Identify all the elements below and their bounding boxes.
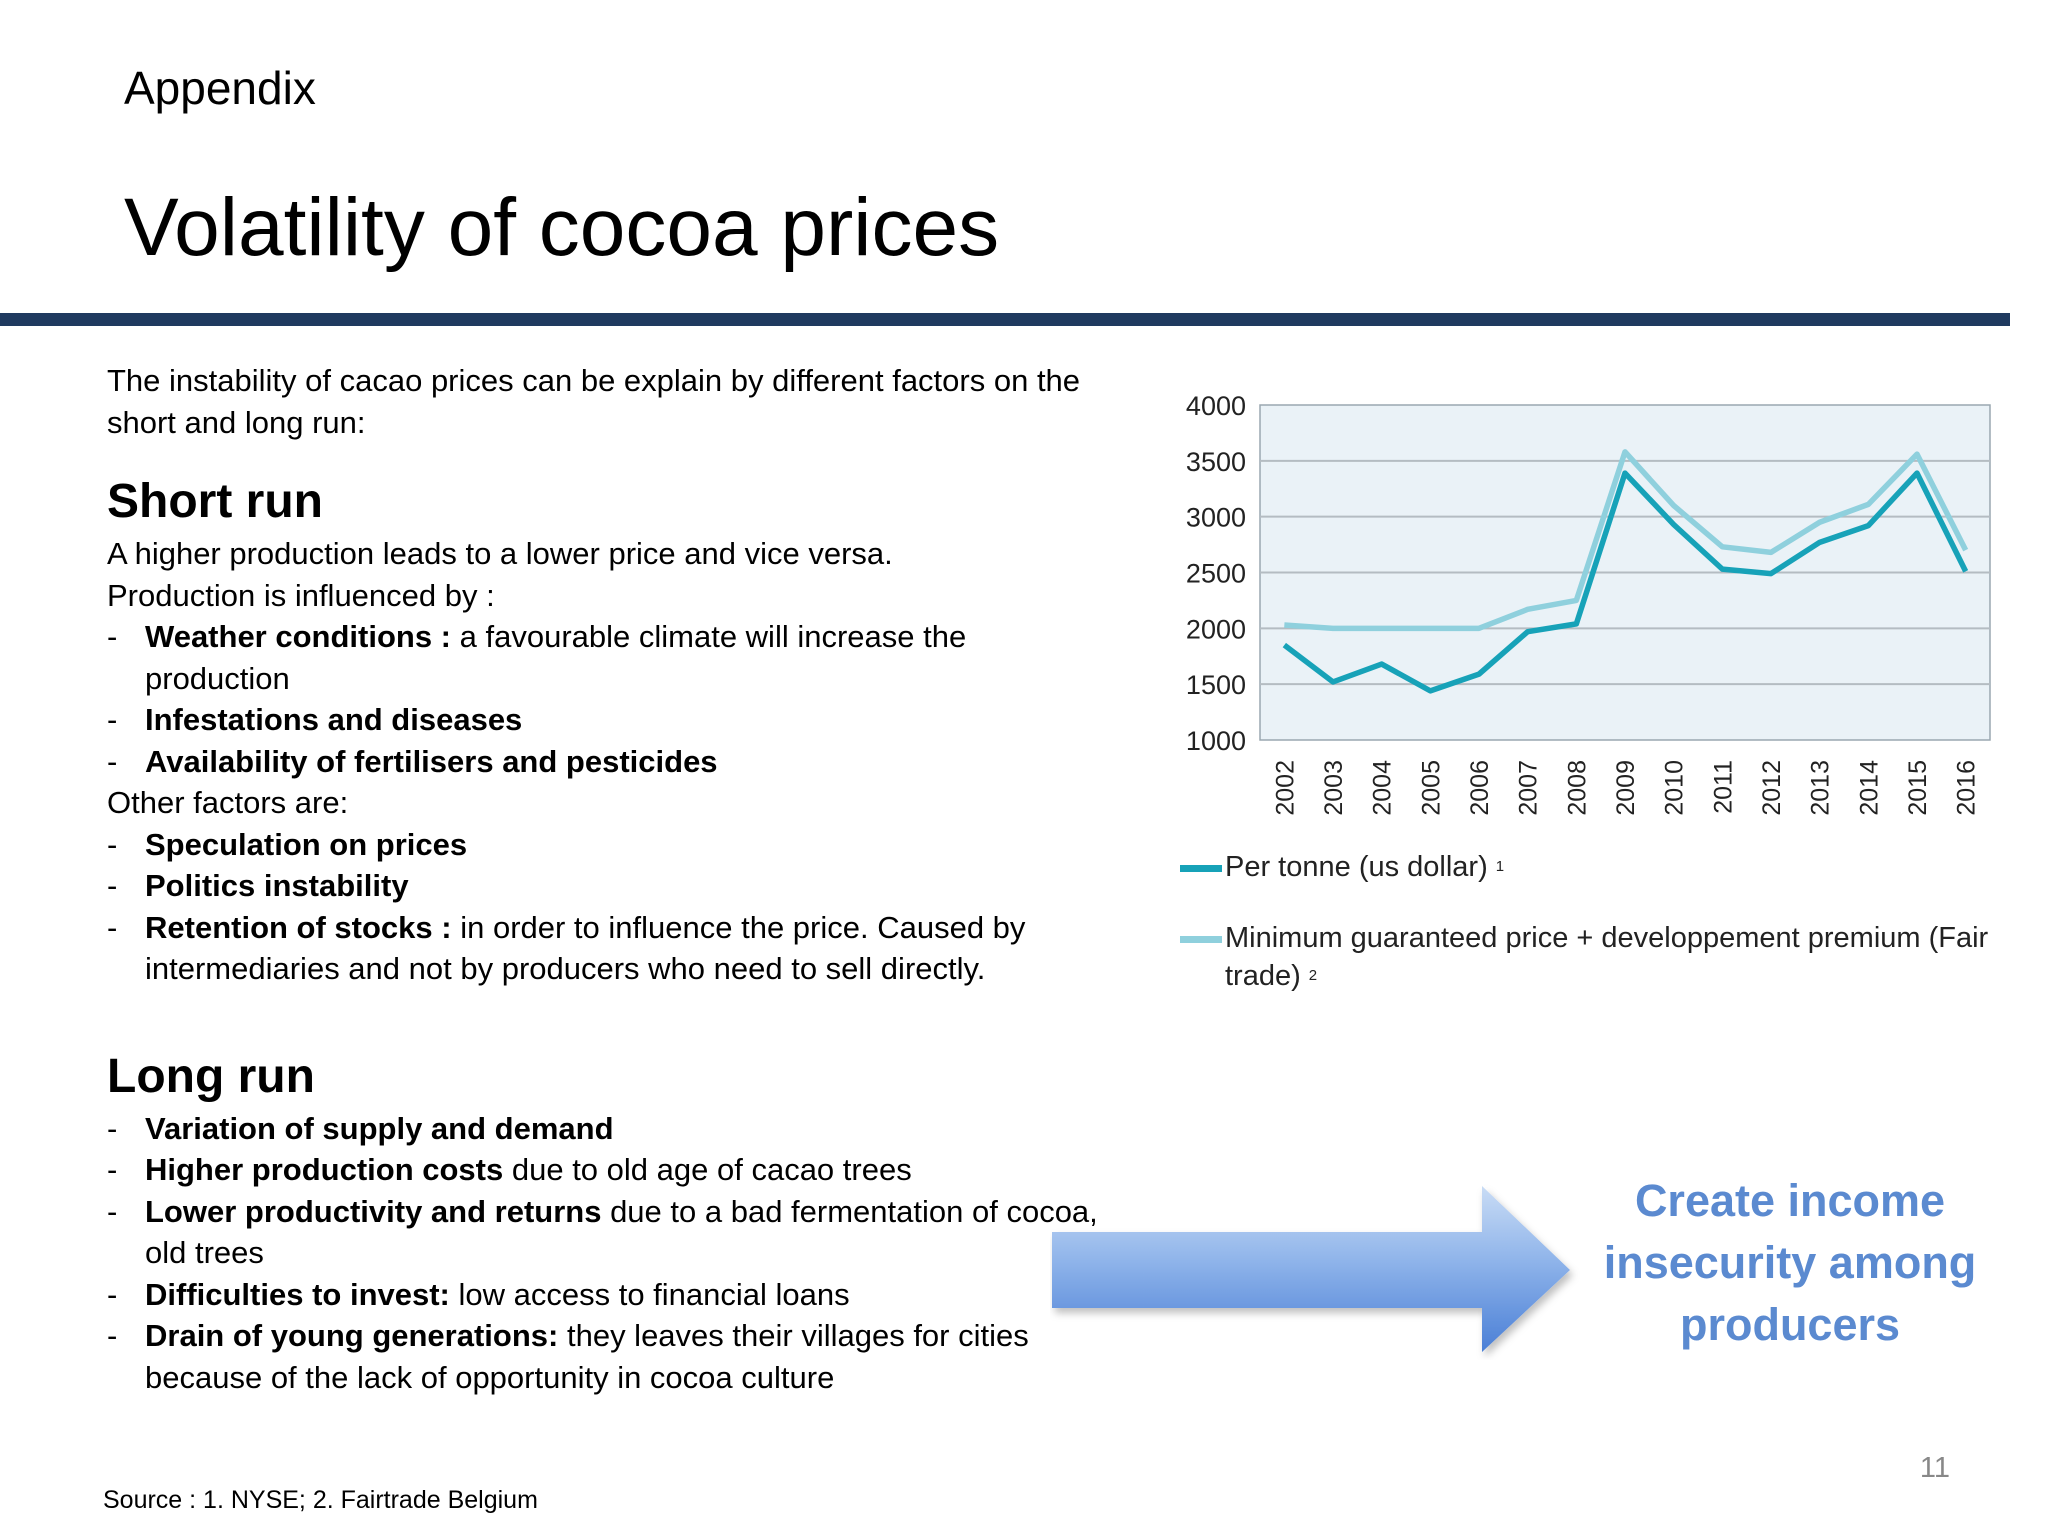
x-tick-label: 2010 (1661, 760, 1689, 816)
y-tick-label: 2000 (1186, 614, 1246, 644)
x-tick-label: 2009 (1612, 760, 1640, 816)
short-run-line: Production is influenced by : (107, 577, 495, 613)
list-item: Availability of fertilisers and pesticid… (107, 741, 1117, 783)
list-item: Higher production costs due to old age o… (107, 1149, 1117, 1191)
legend-label: Minimum guaranteed price + developpement… (1225, 922, 1989, 992)
item-bold: Variation of supply and demand (145, 1110, 614, 1146)
list-item: Infestations and diseases (107, 699, 1117, 741)
legend-footnote: 1 (1495, 858, 1505, 875)
short-run-list: Weather conditions : a favourable climat… (107, 616, 1117, 782)
page-number: 11 (1919, 1452, 1950, 1484)
x-tick-label: 2002 (1271, 760, 1299, 816)
item-bold: Weather conditions : (145, 619, 452, 654)
y-tick-label: 2500 (1186, 559, 1246, 589)
conclusion-callout: Create income insecurity among producers (1603, 1175, 1977, 1350)
y-tick-label: 4000 (1186, 391, 1246, 421)
list-item: Drain of young generations: they leaves … (107, 1315, 1117, 1398)
item-text: low access to financial loans (449, 1276, 850, 1312)
legend-footnote: 2 (1308, 967, 1318, 984)
other-factors-label: Other factors are: (107, 785, 349, 820)
list-item: Weather conditions : a favourable climat… (107, 616, 1117, 699)
y-tick-label: 1000 (1186, 726, 1246, 756)
item-bold: Lower productivity and returns (145, 1193, 602, 1229)
item-text: they leaves their villages for cities be… (145, 1318, 1029, 1395)
list-item: Speculation on prices (107, 824, 1117, 866)
slide-title: Volatility of cocoa prices (124, 182, 1000, 273)
section-label: Appendix (124, 62, 316, 114)
item-bold: Availability of fertilisers and pesticid… (145, 743, 718, 779)
item-text: a favourable climate will increase the p… (145, 619, 967, 696)
list-item: Retention of stocks : in order to influe… (107, 907, 1117, 990)
legend-item-per-tonne: Per tonne (us dollar) 1 (1180, 848, 2000, 886)
header-rule (0, 313, 2010, 326)
x-tick-label: 2007 (1515, 760, 1543, 816)
text-column: The instability of cacao prices can be e… (107, 360, 1117, 1398)
right-arrow-icon (1052, 1186, 1570, 1352)
x-tick-label: 2015 (1904, 760, 1932, 816)
item-bold: Speculation on prices (145, 826, 468, 862)
y-tick-label: 3500 (1186, 447, 1246, 477)
long-run-list: Variation of supply and demand Higher pr… (107, 1108, 1117, 1399)
x-tick-label: 2011 (1709, 760, 1737, 814)
spacer (107, 443, 1117, 471)
legend-swatch (1180, 936, 1222, 943)
short-run-heading: Short run (107, 475, 323, 528)
x-tick-label: 2005 (1417, 760, 1445, 816)
source-note: Source : 1. NYSE; 2. Fairtrade Belgium (103, 1486, 538, 1514)
x-tick-label: 2014 (1855, 760, 1883, 816)
legend-label: Per tonne (us dollar) (1225, 851, 1488, 883)
legend-swatch (1180, 865, 1222, 872)
x-tick-label: 2016 (1953, 760, 1981, 816)
x-tick-label: 2012 (1758, 760, 1786, 816)
list-item: Difficulties to invest: low access to fi… (107, 1274, 1117, 1316)
list-item: Politics instability (107, 865, 1117, 907)
chart-legend: Per tonne (us dollar) 1 Minimum guarantee… (1180, 848, 2000, 995)
y-tick-label: 1500 (1186, 670, 1246, 700)
x-tick-label: 2008 (1563, 760, 1591, 816)
item-bold: Infestations and diseases (145, 702, 523, 737)
item-text: due to a bad fermentation of cocoa, old … (145, 1193, 1098, 1271)
cocoa-price-chart: 4000 3500 3000 2500 2000 1500 1000 2002 2003 2004… (1186, 391, 1991, 816)
x-tick-label: 2004 (1369, 760, 1397, 816)
x-tick-label: 2013 (1807, 760, 1835, 816)
other-factors-list: Speculation on prices Politics instabili… (107, 824, 1117, 990)
x-tick-label: 2003 (1320, 760, 1348, 816)
item-bold: Difficulties to invest: (145, 1276, 450, 1312)
item-bold: Drain of young generations: (145, 1318, 559, 1353)
item-bold: Higher production costs (145, 1152, 504, 1187)
spacer (107, 990, 1117, 1046)
intro-text: The instability of cacao prices can be e… (107, 363, 1081, 440)
list-item: Lower productivity and returns due to a … (107, 1191, 1117, 1274)
item-text: in order to influence the price. Caused … (145, 909, 1026, 987)
short-run-line: A higher production leads to a lower pri… (107, 536, 893, 571)
item-text: due to old age of cacao trees (503, 1152, 912, 1187)
long-run-heading: Long run (107, 1049, 315, 1103)
series-line-per-tonne (1282, 470, 1969, 694)
x-tick-label: 2006 (1466, 760, 1494, 816)
y-tick-label: 3000 (1186, 503, 1246, 533)
item-bold: Politics instability (145, 868, 409, 903)
item-bold: Retention of stocks : (145, 909, 452, 945)
list-item: Variation of supply and demand (107, 1108, 1117, 1150)
series-line-fair-trade (1284, 449, 1969, 632)
legend-item-fair-trade: Minimum guaranteed price + developpement… (1180, 919, 2000, 995)
